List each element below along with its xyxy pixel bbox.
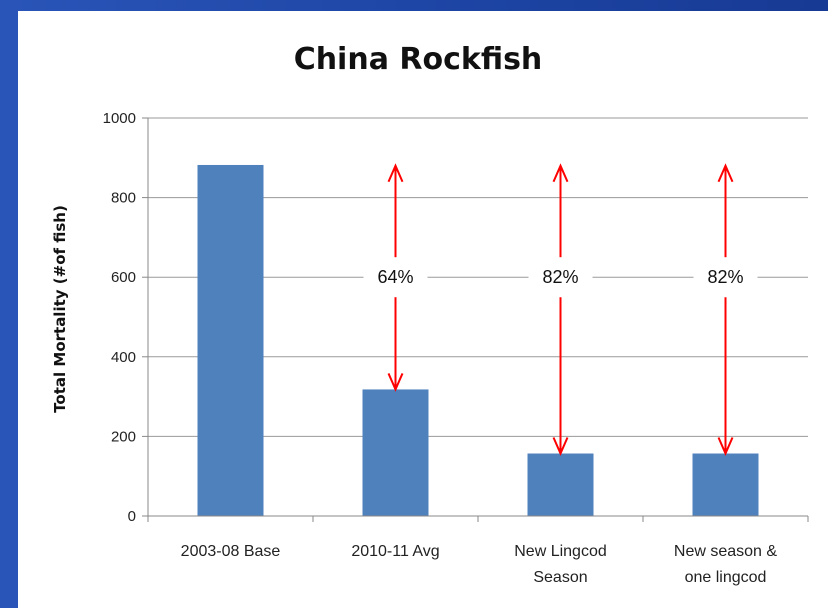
bar <box>362 389 429 516</box>
x-category-label: 2003-08 Base <box>181 543 281 560</box>
arrowhead-down <box>552 437 569 457</box>
arrowhead-up <box>387 163 404 183</box>
percent-label: 82% <box>542 267 578 287</box>
bars <box>197 164 759 517</box>
chart-panel: China Rockfish 0 200 400 600 800 1000 2003-08… <box>18 11 828 608</box>
arrowhead-up <box>717 163 734 183</box>
axes <box>147 118 809 522</box>
percent-annotations: 64% 82% 82% <box>363 163 758 457</box>
x-category-label: Season <box>533 569 587 586</box>
y-tick-label: 400 <box>111 349 136 366</box>
bar-chart: China Rockfish 0 200 400 600 800 1000 2003-08… <box>51 42 809 586</box>
label-backing <box>363 262 428 291</box>
y-tick-label: 600 <box>111 269 136 286</box>
bar <box>692 453 759 516</box>
arrowhead-down <box>387 373 404 392</box>
y-tick-label: 800 <box>111 190 136 207</box>
x-category-label: New Lingcod <box>514 543 607 560</box>
percent-label: 64% <box>377 267 413 287</box>
arrowhead-down <box>717 437 734 457</box>
percent-label: 82% <box>707 267 743 287</box>
y-tick-label: 0 <box>128 508 136 525</box>
x-category-label: one lingcod <box>685 569 767 586</box>
bar <box>527 453 594 516</box>
y-tick-label: 200 <box>111 428 136 445</box>
label-backing <box>528 262 593 291</box>
bar <box>197 164 264 517</box>
x-category-label: New season & <box>674 543 777 560</box>
x-category-labels: 2003-08 Base 2010-11 Avg New Lingcod Season… <box>181 543 778 586</box>
chart-title: China Rockfish <box>294 42 543 77</box>
y-tick-labels: 0 200 400 600 800 1000 <box>103 110 136 525</box>
y-axis-label: Total Mortality (#of fish) <box>51 205 69 413</box>
label-backing <box>693 262 758 291</box>
x-category-label: 2010-11 Avg <box>351 543 439 560</box>
arrowhead-up <box>552 163 569 183</box>
y-tick-label: 1000 <box>103 110 136 127</box>
